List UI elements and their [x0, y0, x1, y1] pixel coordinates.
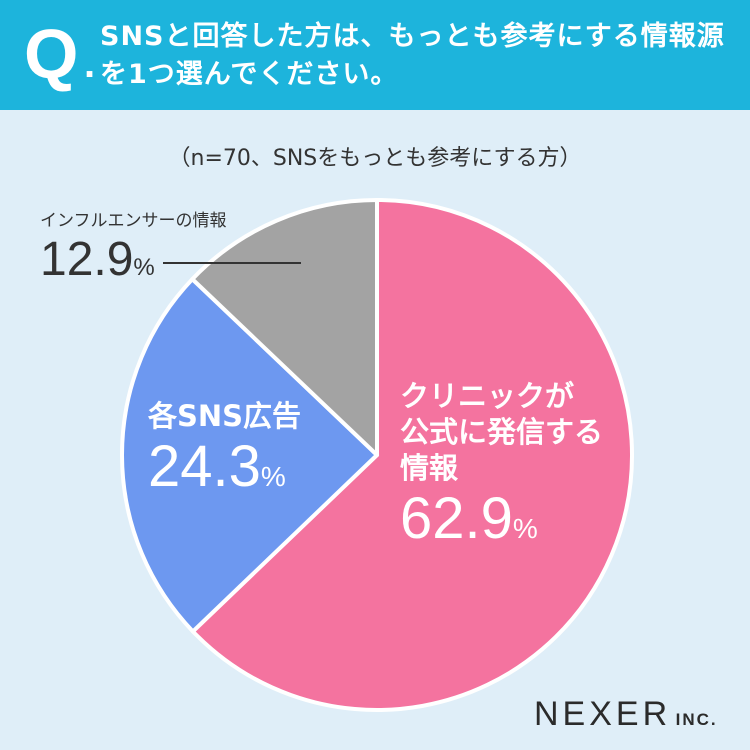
slice-name-sns-ads: 各SNS広告 — [148, 399, 302, 433]
slice-label-sns-ads: 各SNS広告 24.3% — [148, 398, 348, 510]
slice-value-influencer-number: 12.9 — [40, 233, 134, 286]
q-dot: . — [84, 42, 96, 86]
question-text: SNSと回答した方は、もっとも参考にする情報源を1つ選んでください。 — [100, 21, 725, 90]
percent-unit: % — [512, 513, 538, 544]
chart-subtitle: （n=70、SNSをもっとも参考にする方） — [168, 146, 582, 171]
q-letter: Q — [24, 15, 79, 93]
slice-value-clinic-number: 62.9 — [400, 486, 513, 551]
nexer-logo: NEXER INC. — [534, 695, 718, 734]
pie-slice-sns-ads — [120, 277, 379, 634]
leader-line-influencer — [163, 262, 301, 264]
slice-name-clinic-line3: 情報 — [400, 451, 459, 485]
logo-inc: INC. — [675, 710, 718, 729]
q-badge: Q . — [24, 14, 95, 94]
slice-name-clinic-line1: クリニックが — [400, 379, 575, 413]
percent-unit: % — [133, 254, 155, 281]
slice-value-sns-ads: 24.3% — [148, 434, 348, 510]
slice-label-influencer: インフルエンサーの情報 12.9% — [40, 210, 227, 296]
slice-name-clinic-line2: 公式に発信する — [400, 415, 604, 449]
slice-label-clinic: クリニックが 公式に発信する 情報 62.9% — [400, 378, 620, 562]
slice-value-clinic: 62.9% — [400, 486, 620, 562]
pie-slice-clinic — [190, 198, 634, 712]
slice-name-influencer: インフルエンサーの情報 — [40, 211, 227, 231]
slice-value-sns-ads-number: 24.3 — [148, 434, 261, 499]
logo-brand: NEXER — [534, 695, 672, 733]
slice-value-influencer: 12.9% — [40, 232, 227, 296]
percent-unit: % — [260, 461, 286, 492]
question-header: Q . SNSと回答した方は、もっとも参考にする情報源を1つ選んでください。 — [0, 0, 750, 110]
